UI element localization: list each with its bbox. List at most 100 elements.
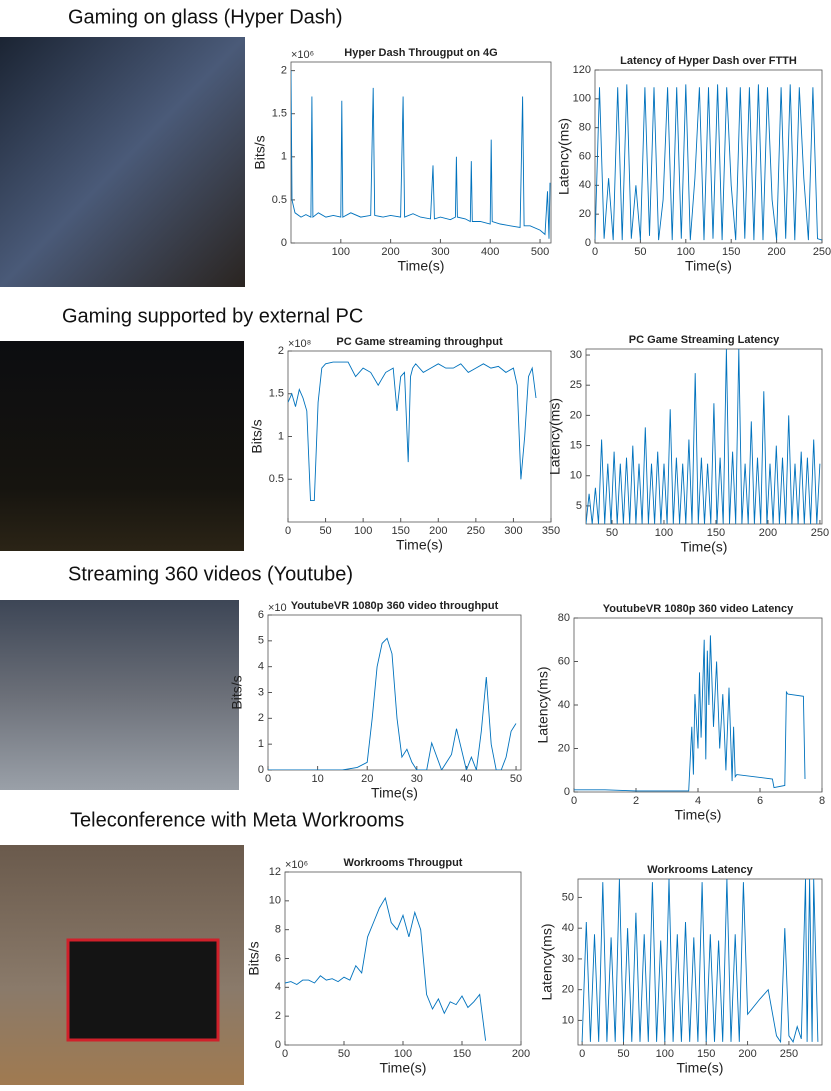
- chart-title: PC Game streaming throughput: [336, 336, 503, 348]
- y-tick-label: 1: [281, 151, 287, 163]
- x-tick-label: 150: [707, 527, 725, 539]
- y-axis-label: Latency(ms): [547, 398, 563, 475]
- x-tick-label: 2: [633, 795, 639, 807]
- x-tick-label: 10: [311, 773, 323, 785]
- x-tick-label: 100: [656, 1048, 674, 1060]
- x-tick-label: 50: [510, 773, 522, 785]
- y-tick-label: 30: [562, 953, 574, 965]
- y-tick-label: 2: [258, 712, 264, 724]
- y-tick-label: 100: [573, 93, 591, 105]
- data-line: [581, 879, 819, 1044]
- x-tick-label: 100: [655, 527, 673, 539]
- plot-area: [290, 61, 552, 244]
- x-tick-label: 300: [504, 525, 522, 537]
- x-tick-label: 6: [757, 795, 763, 807]
- y-exponent: ×10⁶: [285, 859, 308, 871]
- y-tick-label: 0: [564, 786, 570, 798]
- y-tick-label: 80: [558, 612, 570, 624]
- y-tick-label: 2: [275, 1010, 281, 1022]
- data-line: [595, 84, 822, 241]
- x-axis-label: Time(s): [380, 1060, 427, 1076]
- y-tick-label: 6: [275, 952, 281, 964]
- x-tick-label: 0: [579, 1048, 585, 1060]
- x-tick-label: 200: [738, 1048, 756, 1060]
- chart-title: Hyper Dash Througput on 4G: [344, 47, 497, 59]
- x-tick-label: 250: [780, 1048, 798, 1060]
- photo-screen: [66, 938, 220, 1042]
- y-tick-label: 5: [258, 635, 264, 647]
- x-axis-label: Time(s): [677, 1060, 724, 1076]
- data-line: [288, 361, 537, 502]
- x-axis-label: Time(s): [675, 807, 722, 823]
- chart-title: PC Game Streaming Latency: [629, 334, 780, 346]
- y-tick-label: 2: [278, 345, 284, 357]
- plot-area: [267, 614, 522, 771]
- y-tick-label: 0: [275, 1039, 281, 1051]
- y-axis-label: Bits/s: [229, 675, 245, 709]
- y-tick-label: 10: [570, 470, 582, 482]
- x-axis-label: Time(s): [371, 785, 418, 801]
- data-line: [268, 637, 517, 770]
- data-line: [285, 896, 487, 1041]
- x-tick-label: 0: [265, 773, 271, 785]
- y-tick-label: 1.5: [269, 388, 284, 400]
- y-tick-label: 0.5: [269, 473, 284, 485]
- x-axis-label: Time(s): [685, 258, 732, 274]
- y-axis-label: Bits/s: [249, 419, 265, 453]
- photo: [0, 600, 239, 790]
- y-tick-label: 8: [275, 924, 281, 936]
- x-tick-label: 50: [606, 527, 618, 539]
- y-axis-label: Bits/s: [252, 135, 268, 169]
- y-tick-label: 0.5: [272, 194, 287, 206]
- x-tick-label: 150: [392, 525, 410, 537]
- x-axis-label: Time(s): [681, 539, 728, 555]
- x-tick-label: 250: [813, 246, 831, 258]
- section-heading: Gaming on glass (Hyper Dash): [68, 6, 343, 28]
- x-tick-label: 8: [819, 795, 825, 807]
- y-tick-label: 4: [258, 661, 264, 673]
- x-tick-label: 0: [571, 795, 577, 807]
- y-tick-label: 0: [258, 764, 264, 776]
- data-line: [291, 70, 551, 239]
- plot-area: [585, 348, 823, 525]
- y-tick-label: 120: [573, 64, 591, 76]
- x-tick-label: 200: [429, 525, 447, 537]
- plot-area: [287, 350, 552, 523]
- photo: [0, 341, 244, 551]
- y-tick-label: 6: [258, 609, 264, 621]
- data-line: [586, 349, 821, 524]
- y-tick-label: 0: [585, 237, 591, 249]
- x-tick-label: 50: [634, 246, 646, 258]
- x-tick-label: 50: [319, 525, 331, 537]
- x-tick-label: 200: [381, 246, 399, 258]
- section-heading: Teleconference with Meta Workrooms: [70, 809, 404, 831]
- chart-title: Workrooms Latency: [647, 864, 753, 876]
- y-axis-label: Latency(ms): [539, 923, 555, 1000]
- x-tick-label: 30: [411, 773, 423, 785]
- x-tick-label: 500: [531, 246, 549, 258]
- y-tick-label: 40: [562, 922, 574, 934]
- section-heading: Streaming 360 videos (Youtube): [68, 563, 353, 585]
- y-axis-label: Latency(ms): [535, 666, 551, 743]
- y-tick-label: 25: [570, 379, 582, 391]
- y-tick-label: 20: [562, 984, 574, 996]
- x-tick-label: 250: [467, 525, 485, 537]
- x-tick-label: 300: [431, 246, 449, 258]
- y-tick-label: 1.5: [272, 108, 287, 120]
- x-tick-label: 200: [759, 527, 777, 539]
- y-tick-label: 3: [258, 686, 264, 698]
- x-axis-label: Time(s): [396, 537, 443, 553]
- x-axis-label: Time(s): [398, 258, 445, 274]
- y-tick-label: 40: [579, 179, 591, 191]
- y-tick-label: 0: [281, 237, 287, 249]
- y-tick-label: 4: [275, 981, 281, 993]
- x-tick-label: 100: [332, 246, 350, 258]
- data-line: [574, 635, 806, 792]
- y-tick-label: 60: [579, 150, 591, 162]
- x-tick-label: 200: [512, 1048, 530, 1060]
- x-tick-label: 150: [722, 246, 740, 258]
- y-exponent: ×10: [268, 602, 287, 614]
- x-tick-label: 0: [282, 1048, 288, 1060]
- x-tick-label: 250: [811, 527, 829, 539]
